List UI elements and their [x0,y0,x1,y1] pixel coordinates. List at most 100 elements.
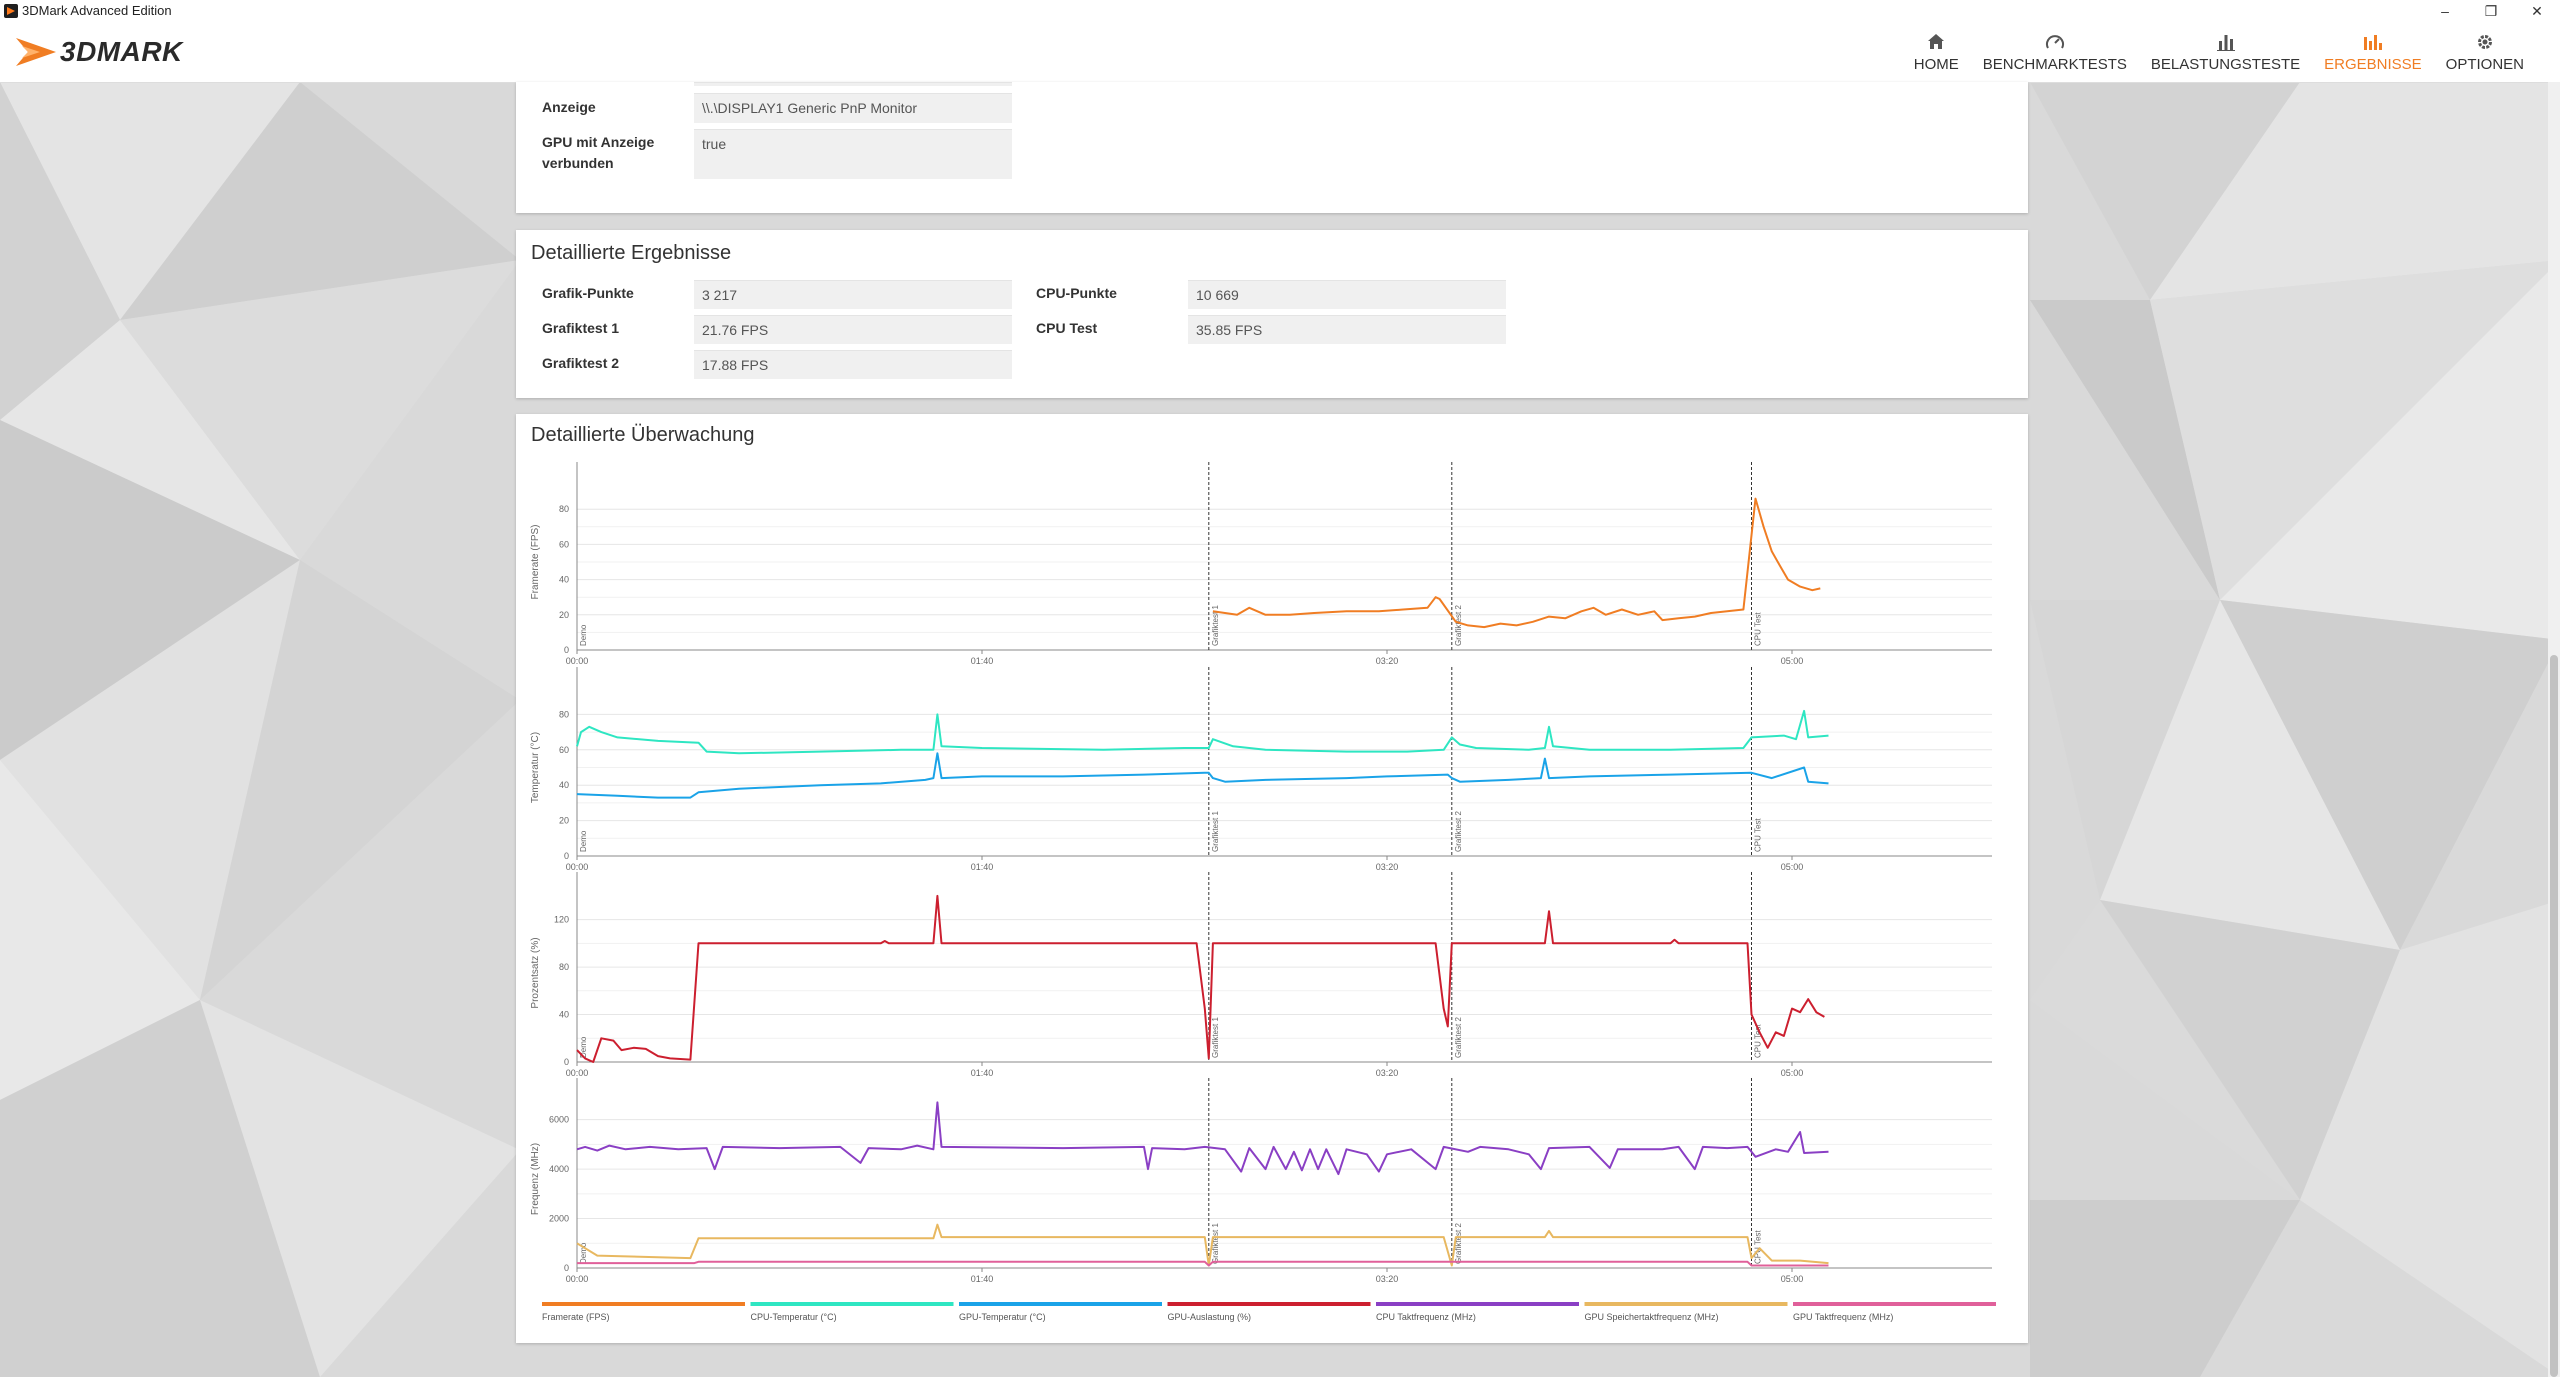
y-tick-label: 120 [554,915,569,925]
restore-button[interactable]: ❐ [2484,3,2498,19]
cpu-punkte-label: CPU-Punkte [1036,285,1117,301]
x-tick-label: 03:20 [1376,1068,1399,1078]
y-axis-label: Frequenz (MHz) [530,1143,541,1215]
cpu-punkte-value: 10 669 [1188,280,1506,309]
series-line [576,1101,1829,1176]
legend-label: Framerate (FPS) [542,1312,610,1322]
grafiktest-2-label: Grafiktest 2 [542,355,620,371]
x-tick-label: 03:20 [1376,656,1399,666]
y-tick-label: 80 [559,504,569,514]
nav-belastungsteste-label: BELASTUNGSTESTE [2150,55,2301,73]
y-tick-label: 60 [559,745,569,755]
legend-swatch [959,1302,1162,1306]
logo-mark-icon [16,38,56,66]
detailed-monitoring-panel: Detaillierte Überwachung 0 20 40 60 80 00:00 0… [516,414,2028,1343]
minimize-button[interactable]: – [2441,3,2449,19]
x-tick-label: 00:00 [566,656,589,666]
phase-label: Demo [579,830,588,852]
gpu-display-label-line2: verbunden [542,155,614,171]
nav-belastungsteste[interactable]: BELASTUNGSTESTE [2139,22,2312,82]
x-tick-label: 01:40 [971,1068,994,1078]
series-line [576,709,1829,755]
x-tick-label: 05:00 [1781,656,1804,666]
phase-label: Grafiktest 1 [1211,811,1220,852]
phase-label: CPU Test [1754,612,1763,646]
x-tick-label: 05:00 [1781,1274,1804,1284]
legend-label: GPU-Temperatur (°C) [959,1312,1046,1322]
detailed-results-panel: Detaillierte Ergebnisse Grafik-Punkte 3 … [516,230,2028,398]
x-tick-label: 01:40 [971,862,994,872]
legend-label: CPU Taktfrequenz (MHz) [1376,1312,1476,1322]
main-nav: HOME BENCHMARKTESTS BELASTUNGSTESTE ERGE… [1902,22,2536,82]
legend-swatch [1376,1302,1579,1306]
phase-label: Grafiktest 2 [1454,605,1463,646]
nav-benchmarktests[interactable]: BENCHMARKTESTS [1971,22,2139,82]
grafiktest-2-value: 17.88 FPS [694,350,1012,379]
phase-label: Demo [579,1242,588,1264]
phase-label: Demo [579,1036,588,1058]
y-tick-label: 40 [559,575,569,585]
x-tick-label: 05:00 [1781,1068,1804,1078]
grafik-punkte-label: Grafik-Punkte [542,285,634,301]
gpu-display-value: true [694,129,1012,179]
phase-label: Grafiktest 2 [1454,811,1463,852]
gear-icon [2476,32,2494,52]
phase-label: CPU Test [1754,818,1763,852]
y-tick-label: 80 [559,709,569,719]
legend-label: CPU-Temperatur (°C) [751,1312,837,1322]
x-tick-label: 01:40 [971,656,994,666]
y-axis-label: Temperatur (°C) [530,732,541,803]
nav-optionen[interactable]: OPTIONEN [2434,22,2536,82]
cpu-test-value: 35.85 FPS [1188,315,1506,344]
logo-text: 3DMARK [60,36,183,67]
y-tick-label: 0 [564,851,569,861]
scrollbar-thumb[interactable] [2550,655,2558,1377]
nav-ergebnisse[interactable]: ERGEBNISSE [2312,22,2434,82]
series-line [1212,497,1821,629]
3dmark-logo[interactable]: 3DMARK [16,32,183,72]
y-tick-label: 0 [564,1057,569,1067]
phase-label: Grafiktest 1 [1211,605,1220,646]
phase-label: Grafiktest 1 [1211,1223,1220,1264]
close-button[interactable]: ✕ [2531,3,2543,19]
legend-label: GPU-Auslastung (%) [1168,1312,1252,1322]
results-icon [2363,32,2383,52]
series-line [576,894,1825,1063]
legend-swatch [1167,1302,1371,1306]
series-line [577,1260,1829,1267]
legend-label: GPU Speichertaktfrequenz (MHz) [1585,1312,1719,1322]
previous-field-edge [694,82,1012,86]
y-tick-label: 0 [564,1263,569,1273]
grafiktest-1-value: 21.76 FPS [694,315,1012,344]
gpu-display-label-line1: GPU mit Anzeige [542,134,655,150]
y-tick-label: 60 [559,539,569,549]
nav-optionen-label: OPTIONEN [2445,55,2524,73]
x-tick-label: 00:00 [566,1274,589,1284]
legend-swatch [1793,1302,1996,1306]
window-titlebar: 3DMark Advanced Edition – ❐ ✕ [0,0,2560,22]
y-tick-label: 20 [559,816,569,826]
x-tick-label: 03:20 [1376,1274,1399,1284]
app-header: 3DMARK HOME BENCHMARKTESTS BELASTUNGSTES… [0,22,2560,83]
y-axis-label: Framerate (FPS) [530,524,541,599]
legend-swatch [1584,1302,1788,1306]
nav-home[interactable]: HOME [1902,22,1971,82]
nav-home-label: HOME [1913,55,1959,73]
y-tick-label: 80 [559,962,569,972]
x-tick-label: 01:40 [971,1274,994,1284]
gauge-icon [2045,32,2065,52]
legend-swatch [542,1302,745,1306]
grafik-punkte-value: 3 217 [694,280,1012,309]
y-axis-label: Prozentsatz (%) [530,937,541,1008]
series-line [576,1223,1829,1267]
display-info-panel: Anzeige \\.\DISPLAY1 Generic PnP Monitor… [516,82,2028,213]
cpu-test-label: CPU Test [1036,320,1098,336]
y-tick-label: 6000 [549,1115,569,1125]
phase-label: Demo [579,624,588,646]
legend-swatch [750,1302,954,1306]
x-tick-label: 03:20 [1376,862,1399,872]
phase-label: CPU Test [1754,1024,1763,1058]
y-tick-label: 2000 [549,1214,569,1224]
x-tick-label: 00:00 [566,862,589,872]
